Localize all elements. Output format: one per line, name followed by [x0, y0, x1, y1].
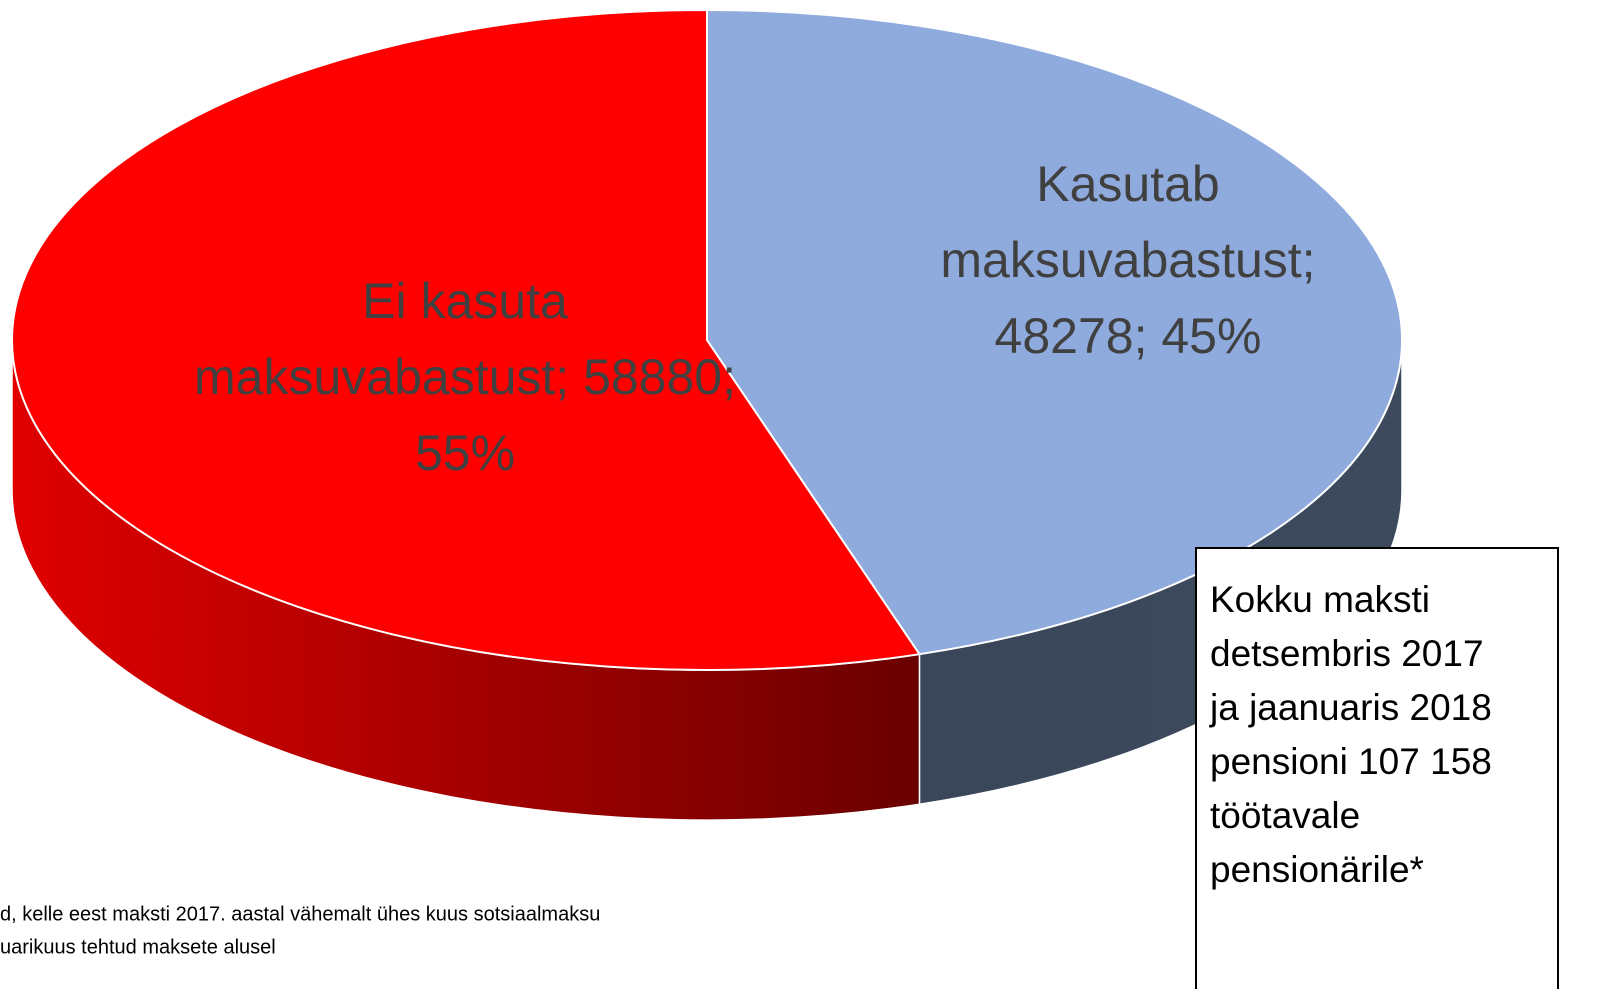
data-label: maksuvabastust; 58880; [194, 349, 736, 405]
annotation: Kokku maksti detsembris 2017 ja jaanuaris … [1209, 579, 1492, 890]
data-label: Kasutab [1036, 156, 1219, 212]
data-labels: Ei kasuta maksuvabastust; 58880; 55% Kasuta… [194, 156, 1316, 481]
data-label: Ei kasuta [362, 273, 568, 329]
annotation-line: Kokku maksti [1210, 579, 1430, 620]
slice [706, 8, 1403, 656]
slice [11, 8, 922, 671]
annotation-line: pensionärile* [1210, 849, 1424, 890]
data-label: 55% [415, 425, 515, 481]
annotation-line: töötavale [1210, 795, 1360, 836]
annotation-box [1195, 547, 1559, 989]
pie [11, 8, 1403, 821]
annotation-line: ja jaanuaris 2018 [1209, 687, 1492, 728]
data-label: 48278; 45% [995, 308, 1262, 364]
annotation-line: detsembris 2017 [1210, 633, 1484, 674]
footnote: d, kelle eest maksti 2017. aastal vähema… [0, 903, 600, 958]
data-label: maksuvabastust; [940, 232, 1315, 288]
footnote-line: d, kelle eest maksti 2017. aastal vähema… [0, 903, 600, 925]
annotation-line: pensioni 107 158 [1210, 741, 1492, 782]
footnote-line: uarikuus tehtud maksete alusel [0, 936, 276, 958]
